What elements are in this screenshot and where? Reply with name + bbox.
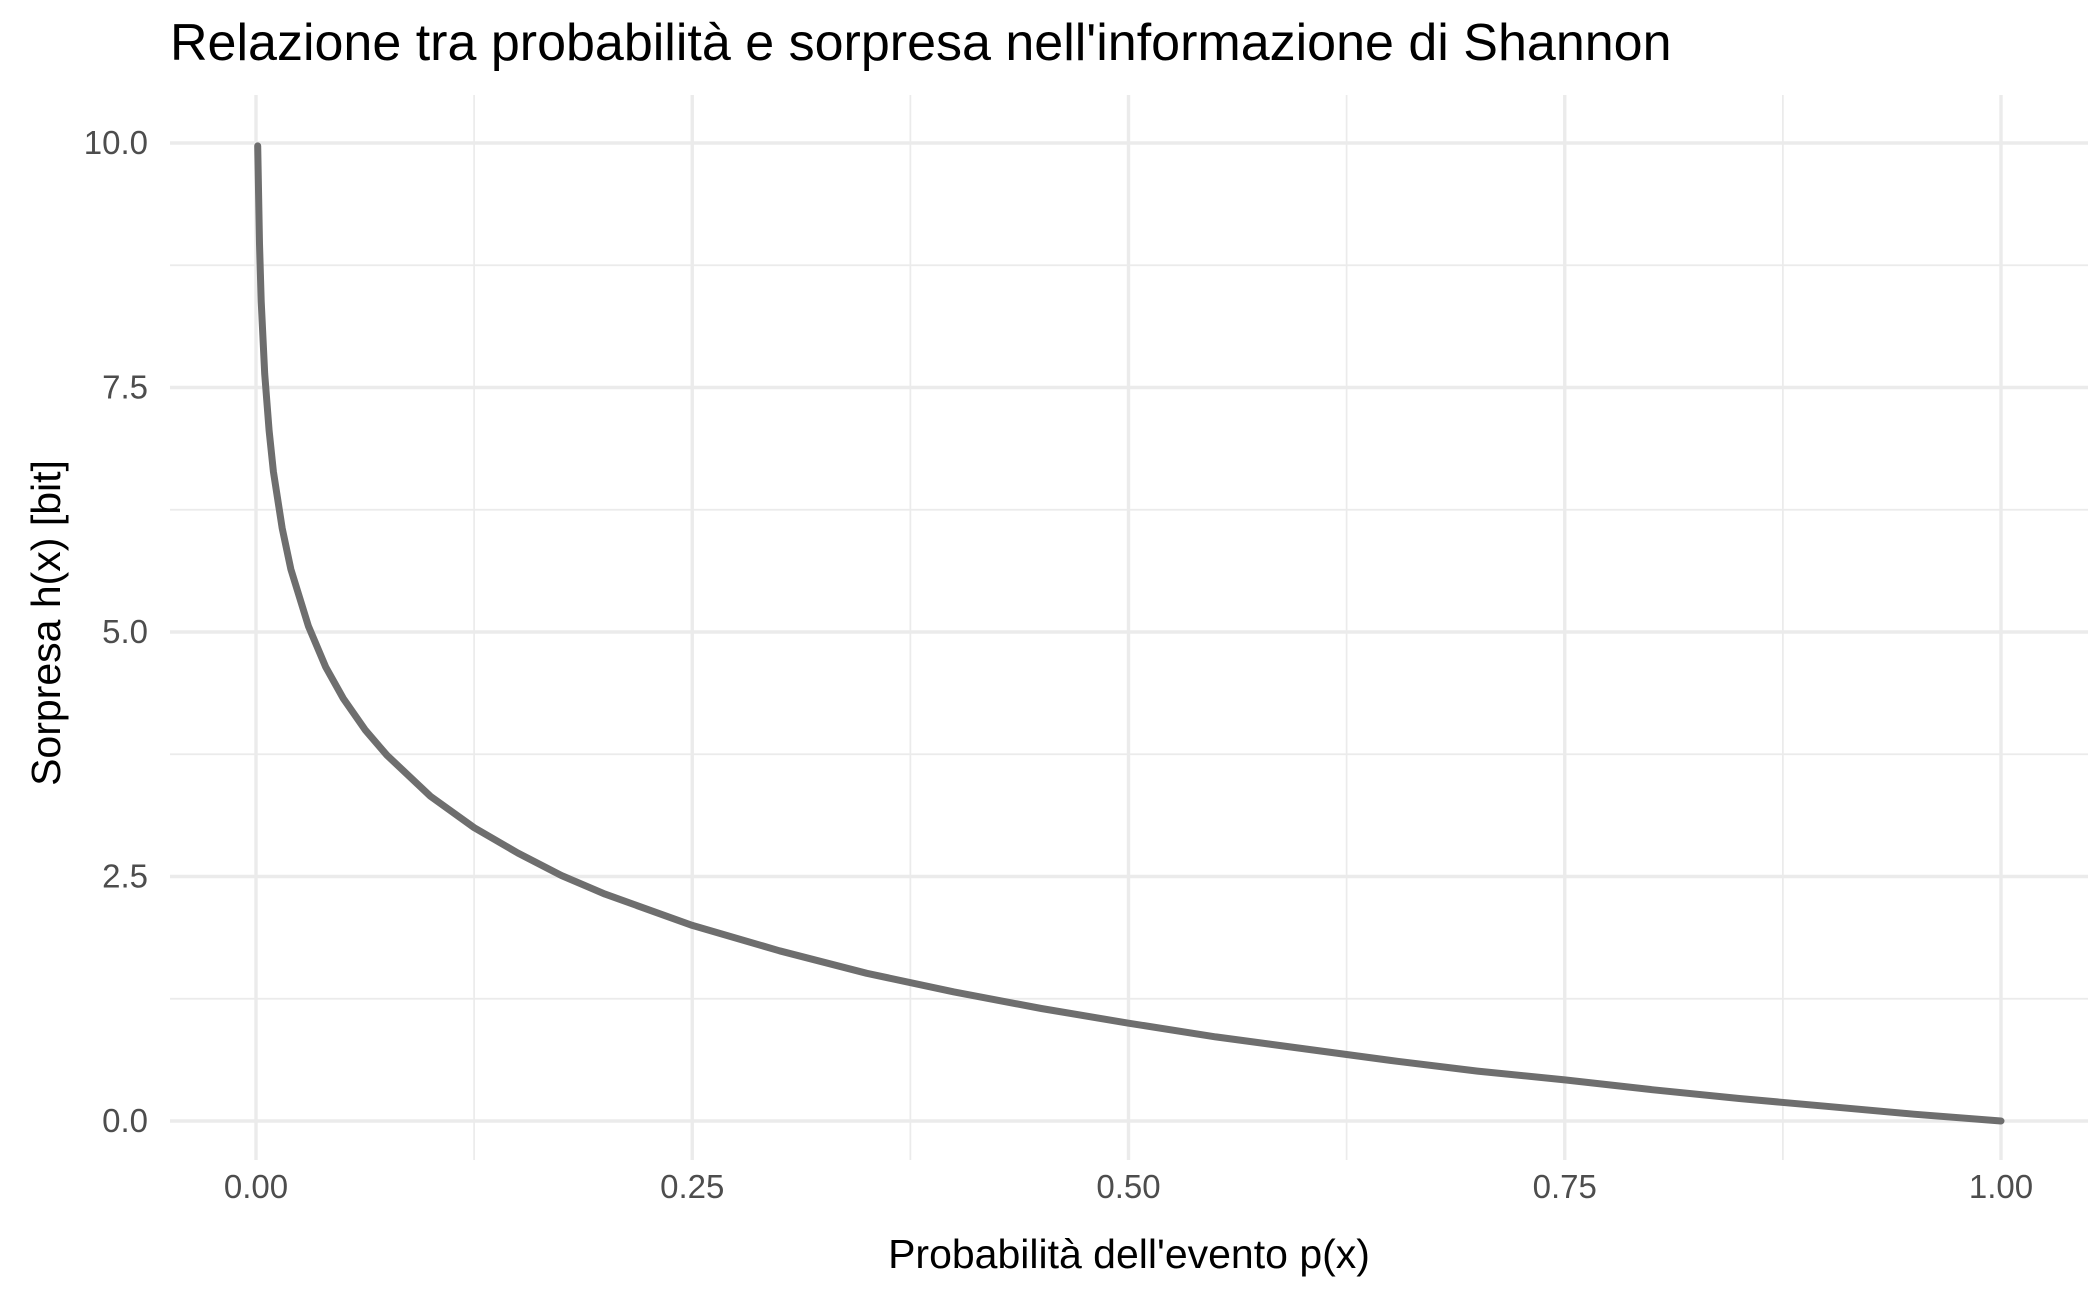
y-tick-label: 10.0 xyxy=(84,124,148,161)
y-tick-label: 5.0 xyxy=(102,613,148,650)
series-line xyxy=(254,142,2005,1125)
x-tick-label: 0.75 xyxy=(1533,1168,1597,1205)
x-tick-label: 0.00 xyxy=(224,1168,288,1205)
grid xyxy=(170,95,2088,1160)
y-axis-tick-labels: 0.0 2.5 5.0 7.5 10.0 xyxy=(84,124,148,1139)
x-axis-title: Probabilità dell'evento p(x) xyxy=(888,1231,1370,1277)
y-tick-label: 2.5 xyxy=(102,858,148,895)
x-tick-label: 1.00 xyxy=(1969,1168,2033,1205)
y-axis-title: Sorpresa h(x) [bit] xyxy=(23,460,69,786)
y-tick-label: 7.5 xyxy=(102,369,148,406)
chart-title: Relazione tra probabilità e sorpresa nel… xyxy=(170,14,1672,72)
series-layer xyxy=(254,142,2005,1125)
y-tick-label: 0.0 xyxy=(102,1102,148,1139)
x-tick-label: 0.25 xyxy=(660,1168,724,1205)
x-tick-label: 0.50 xyxy=(1096,1168,1160,1205)
x-axis-tick-labels: 0.00 0.25 0.50 0.75 1.00 xyxy=(224,1168,2033,1205)
